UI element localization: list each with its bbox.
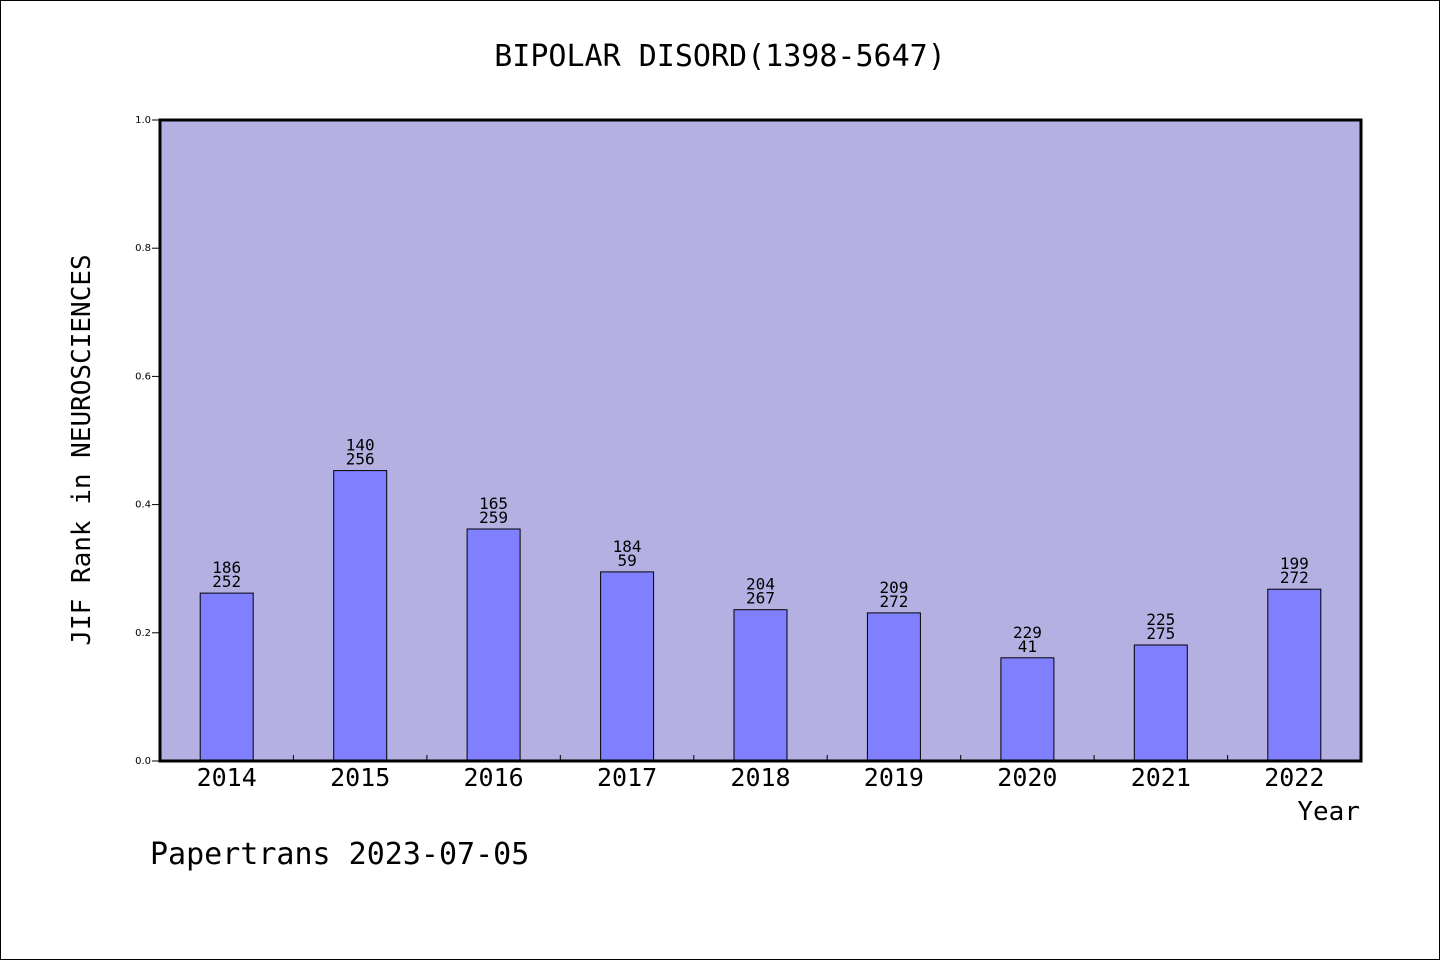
bar-label-top-2017: 184 (613, 537, 642, 556)
x-tick-label-2014: 2014 (197, 763, 257, 792)
bar-label-top-2021: 225 (1146, 610, 1175, 629)
x-tick-label-2015: 2015 (330, 763, 390, 792)
bar-label-top-2020: 229 (1013, 623, 1042, 642)
bar-2020 (1000, 657, 1055, 762)
x-tick-label-2016: 2016 (463, 763, 523, 792)
footer-text: Papertrans 2023-07-05 (150, 837, 529, 872)
bar-label-bottom-2017: 59 (617, 551, 636, 570)
bar-label-bottom-2019: 272 (879, 592, 908, 611)
y-tick-label-1.0: 1.0 (135, 115, 151, 126)
plot-border (158, 118, 1363, 763)
y-axis-label: JIF Rank in NEUROSCIENCES (67, 254, 97, 645)
bar-label-top-2016: 165 (479, 494, 508, 513)
bar-label-bottom-2020: 41 (1018, 637, 1037, 656)
bar-label-bottom-2018: 267 (746, 589, 775, 608)
bar-2014 (199, 592, 254, 762)
y-tick-label-0.6: 0.6 (135, 371, 151, 382)
bar-label-bottom-2015: 256 (346, 450, 375, 469)
bar-2016 (466, 528, 521, 762)
bar-2015 (333, 470, 388, 762)
x-tick-label-2021: 2021 (1131, 763, 1191, 792)
bar-2021 (1133, 644, 1188, 762)
bar-label-bottom-2016: 259 (479, 508, 508, 527)
bar-2018 (733, 609, 788, 762)
bar-label-top-2022: 199 (1280, 554, 1309, 573)
x-tick-label-2019: 2019 (864, 763, 924, 792)
bar-label-bottom-2014: 252 (212, 572, 241, 591)
bar-label-top-2019: 209 (879, 578, 908, 597)
bar-label-top-2018: 204 (746, 575, 775, 594)
x-tick-label-2017: 2017 (597, 763, 657, 792)
bar-label-top-2015: 140 (346, 436, 375, 455)
y-tick-label-0.8: 0.8 (135, 243, 151, 254)
x-tick-label-2018: 2018 (730, 763, 790, 792)
x-tick-label-2022: 2022 (1264, 763, 1324, 792)
y-tick-label-0.4: 0.4 (135, 500, 151, 511)
chart-title: BIPOLAR DISORD(1398-5647) (494, 39, 946, 74)
x-tick-label-2020: 2020 (997, 763, 1057, 792)
x-axis-label: Year (1297, 797, 1360, 827)
bar-2019 (866, 612, 921, 762)
bar-label-bottom-2022: 272 (1280, 568, 1309, 587)
bar-label-top-2014: 186 (212, 558, 241, 577)
y-tick-label-0.2: 0.2 (135, 628, 151, 639)
bar-2017 (600, 571, 655, 762)
bar-2022 (1267, 588, 1322, 762)
bar-label-bottom-2021: 275 (1146, 624, 1175, 643)
y-tick-label-0.0: 0.0 (135, 756, 151, 767)
